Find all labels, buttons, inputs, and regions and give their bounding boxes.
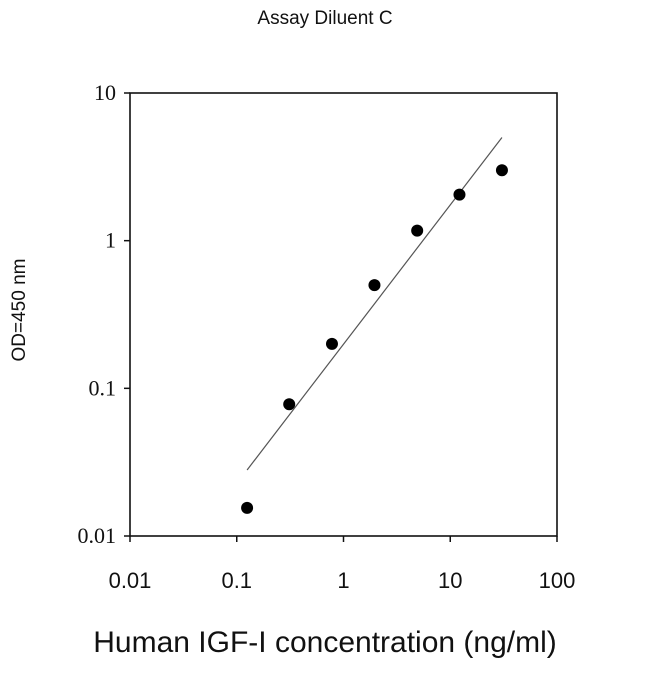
x-axis-label: Human IGF-I concentration (ng/ml) [93, 626, 557, 659]
data-point [453, 188, 466, 201]
y-tick-label: 0.01 [78, 523, 117, 548]
x-tick-label: 10 [438, 568, 462, 593]
data-point [241, 501, 254, 514]
x-tick-label: 0.01 [109, 568, 152, 593]
regression-line [246, 137, 503, 471]
plot-frame [129, 92, 558, 537]
x-tick-label: 0.1 [221, 568, 252, 593]
x-tick-label: 1 [337, 568, 349, 593]
fit-line [246, 137, 503, 471]
y-tick-label: 10 [94, 80, 116, 105]
y-tick-label: 1 [105, 228, 116, 253]
data-point [325, 337, 338, 350]
data-point [495, 164, 508, 177]
x-tick-label: 100 [539, 568, 576, 593]
data-point [411, 224, 424, 237]
data-point [368, 279, 381, 292]
axes: 0.01 0.1 1 10 0.01 0.1 1 10 100 [78, 80, 576, 593]
chart-title: Assay Diluent C [257, 8, 393, 29]
data-point [283, 398, 296, 411]
data-points [241, 164, 508, 514]
y-tick-label: 0.1 [89, 375, 117, 400]
